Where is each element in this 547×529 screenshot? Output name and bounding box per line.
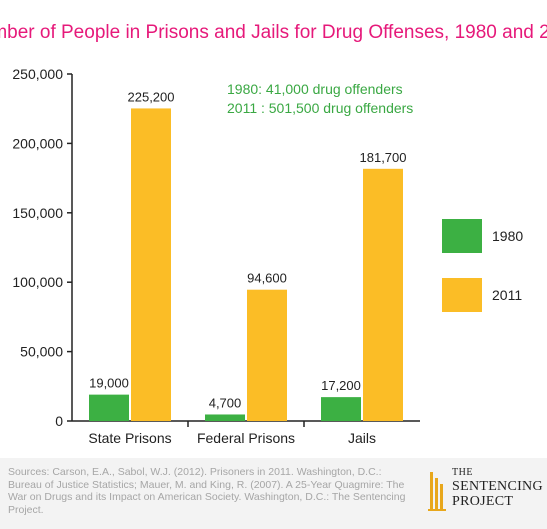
bar-value-label: 225,200 [128,89,175,104]
footer: Sources: Carson, E.A., Sabol, W.J. (2012… [0,458,547,529]
x-category-label: Jails [348,430,376,446]
annotation-text: 1980: 41,000 drug offenders [227,81,403,97]
logo-line-the: THE [452,467,473,478]
bar-1980 [321,397,361,421]
chart-title: Number of People in Prisons and Jails fo… [0,22,547,43]
bar-value-label: 94,600 [247,271,287,286]
bar-1980 [205,414,245,421]
y-tick-label: 150,000 [12,205,63,221]
annotations: 1980: 41,000 drug offenders 2011 : 501,50… [227,81,413,116]
x-axis: State Prisons Federal Prisons Jails [72,420,420,446]
sentencing-project-logo: THE SENTENCING PROJECT [428,466,543,516]
bar-1980 [89,394,129,421]
y-tick-label: 100,000 [12,274,63,290]
logo-line-project: PROJECT [452,494,514,509]
x-category-label: State Prisons [88,430,171,446]
bar-2011 [363,168,403,421]
y-tick-label: 0 [55,413,63,429]
legend-label: 1980 [492,228,523,244]
bar-value-label: 181,700 [360,150,407,165]
legend-swatch-2011 [442,278,482,312]
annotation-text: 2011 : 501,500 drug offenders [227,100,413,116]
bar-value-label: 17,200 [321,378,361,393]
bar-2011 [247,289,287,421]
y-axis: 0 50,000 100,000 150,000 200,000 250,000 [12,66,73,429]
columns-logo-icon [428,472,446,511]
y-tick-label: 250,000 [12,66,63,82]
y-tick-label: 200,000 [12,135,63,151]
bar-value-label: 19,000 [89,376,129,391]
sources-text: Sources: Carson, E.A., Sabol, W.J. (2012… [8,466,406,516]
bar-chart: Number of People in Prisons and Jails fo… [0,22,547,446]
legend-swatch-1980 [442,219,482,253]
y-tick-label: 50,000 [20,344,63,360]
bar-value-label: 4,700 [209,395,242,410]
bars: 19,000 225,200 4,700 94,600 17,200 181,700 [89,89,407,422]
bar-2011 [131,108,171,422]
x-category-label: Federal Prisons [197,430,295,446]
legend-label: 2011 [492,287,522,303]
logo-line-sentencing: SENTENCING [452,479,543,494]
legend: 1980 2011 [442,219,523,312]
